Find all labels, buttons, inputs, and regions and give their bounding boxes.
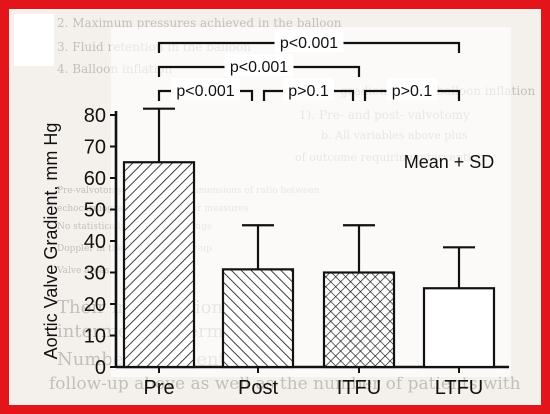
x-tick-label: Pre <box>143 377 174 399</box>
x-tick-label: LTFU <box>435 377 484 399</box>
bracket-label-bg <box>386 78 438 100</box>
legend-text: Mean + SD <box>404 152 495 172</box>
bracket-label-bg <box>274 30 344 52</box>
x-tick-label: Post <box>238 377 278 399</box>
bracket-label: p<0.001 <box>176 83 234 100</box>
background-text-line: Valve areas <box>56 266 110 276</box>
bar-itfu <box>322 271 396 369</box>
y-tick-label: 80 <box>84 105 106 127</box>
y-axis-label: Aortic Valve Gradient, mm Hg <box>41 123 61 360</box>
bar-pre <box>122 161 196 369</box>
bracket-label: p>0.1 <box>392 83 433 100</box>
y-tick-label: 10 <box>84 326 106 348</box>
background-text-line: 2. Maximum pressures achieved in the bal… <box>57 16 342 30</box>
y-tick-label: 50 <box>84 200 106 222</box>
x-tick-label: ITFU <box>337 377 381 399</box>
y-tick-label: 40 <box>84 231 106 253</box>
bracket-label: p<0.001 <box>230 59 288 76</box>
y-tick-label: 70 <box>84 137 106 159</box>
top-left-white-patch <box>14 14 54 66</box>
y-tick-label: 30 <box>84 263 106 285</box>
bracket-label: p>0.1 <box>288 83 329 100</box>
bracket-label-bg <box>171 78 240 100</box>
bracket-label-bg <box>283 78 334 100</box>
y-tick-label: 60 <box>84 168 106 190</box>
y-tick-label: 20 <box>84 294 106 316</box>
bar-post <box>221 268 295 369</box>
chart-marks: 0 10 20 30 40 50 60 70 80 Aortic Valve Gradient, … <box>41 30 509 399</box>
bracket-label-bg <box>224 54 294 76</box>
bar-ltfu <box>422 287 496 369</box>
bracket-label: p<0.001 <box>280 35 338 52</box>
background-text-line: follow-up above as well as the number of… <box>49 374 521 394</box>
y-tick-label: 0 <box>95 357 106 379</box>
chart: 2. Maximum pressures achieved in the bal… <box>14 14 535 399</box>
